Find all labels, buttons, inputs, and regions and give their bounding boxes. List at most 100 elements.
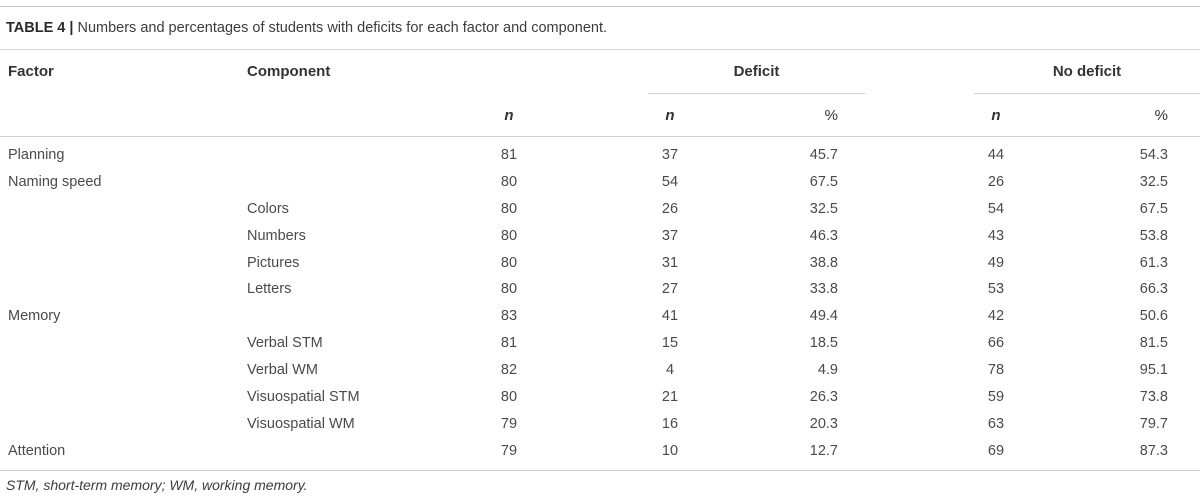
row-factor: Planning (8, 147, 65, 163)
row-no-deficit-n: 49 (987, 254, 1005, 271)
row-component: Verbal STM (247, 335, 323, 352)
row-no-deficit-pct: 66.3 (1139, 281, 1168, 298)
row-deficit-pct: 45.7 (809, 147, 838, 163)
row-n: 80 (500, 254, 518, 271)
row-no-deficit-n: 54 (987, 200, 1005, 217)
table-row: Numbers 80 37 46.3 43 53.8 (0, 224, 1200, 251)
table-row: Planning 81 37 45.7 44 54.3 (0, 143, 1200, 170)
header-top-rule (0, 49, 1200, 50)
header-deficit: Deficit (733, 63, 780, 80)
subheader-no-deficit-pct: % (1154, 107, 1168, 124)
row-n: 81 (500, 147, 518, 163)
row-factor: Naming speed (8, 173, 102, 190)
row-no-deficit-pct: 95.1 (1139, 362, 1168, 379)
table-row: Naming speed 80 54 67.5 26 32.5 (0, 170, 1200, 197)
header-no-deficit: No deficit (1052, 63, 1122, 80)
row-deficit-pct: 32.5 (809, 200, 838, 217)
row-deficit-n: 41 (661, 308, 679, 325)
deficit-group-rule (648, 93, 865, 94)
row-no-deficit-n: 59 (987, 389, 1005, 406)
caption-text: Numbers and percentages of students with… (77, 20, 608, 36)
row-no-deficit-n: 53 (987, 281, 1005, 298)
table-row: Colors 80 26 32.5 54 67.5 (0, 197, 1200, 224)
top-rule (0, 6, 1200, 7)
subheader-no-deficit-n: n (991, 107, 1001, 124)
table-bottom-rule (0, 470, 1200, 471)
row-component: Pictures (247, 254, 300, 271)
header-factor: Factor (8, 63, 54, 80)
row-n: 80 (500, 389, 518, 406)
row-no-deficit-pct: 79.7 (1139, 415, 1168, 432)
header-bottom-rule (0, 136, 1200, 137)
row-component: Visuospatial WM (247, 415, 355, 432)
row-n: 80 (500, 173, 518, 190)
row-no-deficit-pct: 54.3 (1139, 147, 1168, 163)
table-row: Verbal WM 82 4 4.9 78 95.1 (0, 358, 1200, 385)
row-deficit-pct: 33.8 (809, 281, 838, 298)
row-factor: Attention (8, 442, 66, 459)
subheader-n-total: n (504, 107, 514, 124)
row-deficit-pct: 18.5 (809, 335, 838, 352)
row-n: 80 (500, 281, 518, 298)
row-deficit-n: 21 (661, 389, 679, 406)
row-no-deficit-pct: 50.6 (1139, 308, 1168, 325)
row-component: Visuospatial STM (247, 389, 360, 406)
row-deficit-pct: 12.7 (809, 442, 838, 459)
table-row: Letters 80 27 33.8 53 66.3 (0, 277, 1200, 304)
row-no-deficit-n: 43 (987, 227, 1005, 244)
row-n: 79 (500, 442, 518, 459)
row-deficit-n: 54 (661, 173, 679, 190)
row-no-deficit-n: 78 (987, 362, 1005, 379)
row-component: Colors (247, 200, 289, 217)
row-no-deficit-n: 42 (987, 308, 1005, 325)
table-footnote: STM, short-term memory; WM, working memo… (6, 477, 308, 493)
header-component: Component (247, 63, 331, 80)
row-no-deficit-pct: 61.3 (1139, 254, 1168, 271)
row-component: Numbers (247, 227, 306, 244)
row-no-deficit-n: 63 (987, 415, 1005, 432)
row-n: 80 (500, 227, 518, 244)
row-no-deficit-n: 44 (987, 147, 1005, 163)
row-deficit-n: 37 (661, 227, 679, 244)
table-row: Verbal STM 81 15 18.5 66 81.5 (0, 331, 1200, 358)
row-n: 83 (500, 308, 518, 325)
table-row: Pictures 80 31 38.8 49 61.3 (0, 251, 1200, 278)
table-row: Attention 79 10 12.7 69 87.3 (0, 439, 1200, 466)
row-no-deficit-n: 26 (987, 173, 1005, 190)
table-caption: TABLE 4 | Numbers and percentages of stu… (6, 18, 1194, 38)
row-deficit-pct: 20.3 (809, 415, 838, 432)
table-row: Memory 83 41 49.4 42 50.6 (0, 304, 1200, 331)
table-row: Visuospatial WM 79 16 20.3 63 79.7 (0, 412, 1200, 439)
row-no-deficit-n: 69 (987, 442, 1005, 459)
subheader-deficit-n: n (665, 107, 675, 124)
row-deficit-pct: 4.9 (817, 362, 838, 379)
row-n: 80 (500, 200, 518, 217)
row-deficit-pct: 49.4 (809, 308, 838, 325)
row-no-deficit-pct: 73.8 (1139, 389, 1168, 406)
row-deficit-n: 4 (665, 362, 675, 379)
row-deficit-n: 31 (661, 254, 679, 271)
row-deficit-n: 16 (661, 415, 679, 432)
row-component: Letters (247, 281, 292, 298)
row-deficit-pct: 67.5 (809, 173, 838, 190)
row-n: 81 (500, 335, 518, 352)
row-deficit-n: 26 (661, 200, 679, 217)
row-deficit-pct: 38.8 (809, 254, 838, 271)
row-no-deficit-pct: 81.5 (1139, 335, 1168, 352)
row-deficit-n: 37 (661, 147, 679, 163)
row-deficit-n: 27 (661, 281, 679, 298)
row-component: Verbal WM (247, 362, 318, 379)
row-no-deficit-pct: 67.5 (1139, 200, 1168, 217)
row-deficit-n: 10 (661, 442, 679, 459)
row-no-deficit-pct: 87.3 (1139, 442, 1168, 459)
row-deficit-n: 15 (661, 335, 679, 352)
table-body: Planning 81 37 45.7 44 54.3 Naming speed 80 54 67… (0, 143, 1200, 466)
row-n: 79 (500, 415, 518, 432)
caption-label: TABLE 4 | (6, 20, 74, 36)
row-deficit-pct: 26.3 (809, 389, 838, 406)
row-no-deficit-pct: 53.8 (1139, 227, 1168, 244)
table-row: Visuospatial STM 80 21 26.3 59 73.8 (0, 385, 1200, 412)
row-n: 82 (500, 362, 518, 379)
no-deficit-group-rule (974, 93, 1200, 94)
